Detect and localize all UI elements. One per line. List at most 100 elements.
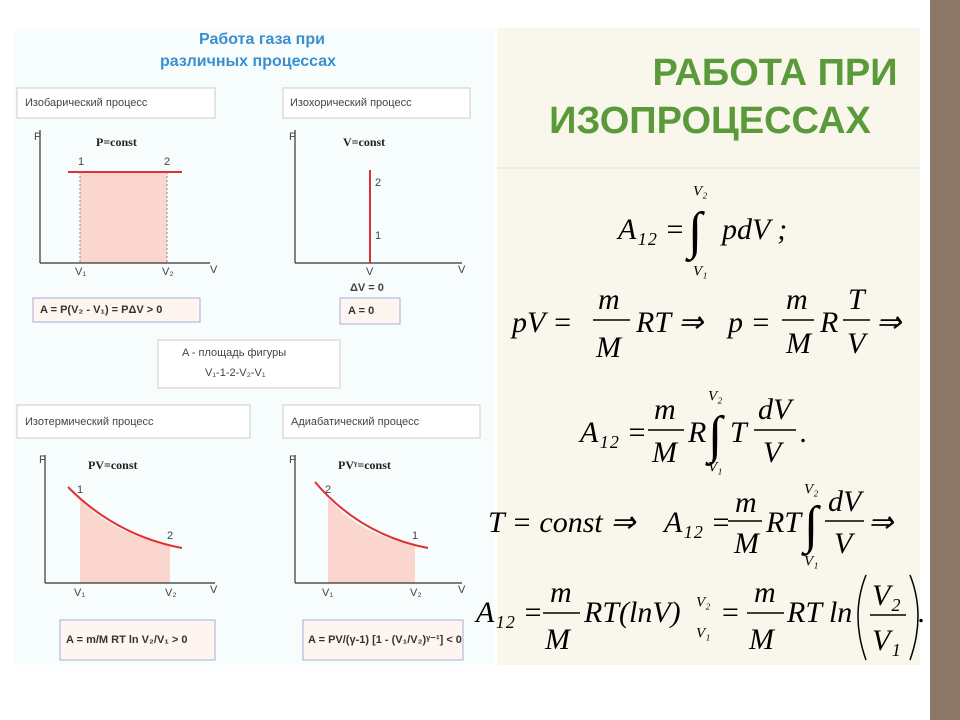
formula-bg [497,28,920,665]
formula-part: RT(lnV) [583,596,681,629]
x-mark: V₂ [165,587,177,599]
axis-label: V [210,264,218,276]
formula-part: A₁₂ = [616,213,685,246]
formula-part: pdV ; [720,213,787,246]
axis-label: P [289,454,296,466]
panel-title-box [16,87,216,119]
numerator: dV [828,485,865,518]
denominator: M [733,527,761,560]
paren [857,574,867,661]
denominator: M [595,331,623,364]
note-box [157,339,341,389]
formula-part: RT [765,506,803,539]
limit: V₁ [708,459,722,475]
formula-part: T [730,416,749,449]
point-label: 2 [325,484,331,496]
denominator: M [544,623,572,656]
law: V=const [343,135,385,149]
denominator: V [834,527,856,560]
point-label: 2 [375,177,381,189]
note: A - площадь фигуры [182,347,286,359]
panel-title: Изотермический процесс [25,416,154,428]
denominator: V₁ [872,624,901,657]
result: A = P(V₂ - V₁) = PΔV > 0 [40,304,162,316]
slide-title: ИЗОПРОЦЕССАХ [549,100,871,142]
formula-part: A₁₂ = [662,506,731,539]
denominator: V [847,327,869,360]
point-label: 1 [78,156,84,168]
result-box [339,297,401,325]
process-line [314,481,429,549]
numerator: m [786,283,808,316]
numerator: dV [758,393,795,426]
numerator: m [654,393,676,426]
figure-title: Работа газа при [199,31,325,48]
denominator: M [785,327,813,360]
formula-part: ⇒ [868,506,895,539]
panel-title: Изобарический процесс [25,97,148,109]
formula-part: RT ⇒ [635,306,705,339]
formula-part: T = const ⇒ [488,506,637,539]
formula-part: = [720,596,740,629]
law: PV=const [88,458,138,472]
x-mark: V₂ [162,266,174,278]
x-mark: V₁ [74,587,85,599]
side-strip [930,0,960,720]
axis-label: P [34,131,41,143]
denominator: M [651,436,679,469]
x-mark: V₁ [75,266,86,278]
result-box [302,619,464,661]
law: P=const [96,135,137,149]
axis-label: P [39,454,46,466]
axis-label: V [458,584,466,596]
process-line [67,486,183,549]
area [80,172,167,263]
point-label: 1 [77,484,83,496]
formula-part: ⇒ [876,306,903,339]
figure-title: различных процессах [160,53,336,70]
area [80,500,170,583]
result-box [32,297,201,323]
formula-part: A₁₂ = [578,416,647,449]
denominator: M [748,623,776,656]
result: A = 0 [348,305,374,317]
formula-part: R [819,306,838,339]
result-box [59,619,216,661]
denominator: V [763,436,785,469]
area [328,498,415,583]
result: A = m/M RT ln V₂/V₁ > 0 [66,634,188,646]
integral: ∫ [801,497,821,556]
formula-part: . [918,596,926,629]
panel-title-box [282,87,471,119]
numerator: m [550,576,572,609]
limit: V₁ [693,263,707,279]
formula-part: pV = [510,306,573,339]
x-mark: V [366,266,374,278]
x-mark: V₁ [322,587,333,599]
axis-label: V [210,584,218,596]
limit: V₂ [708,388,722,404]
result: A = PV/(γ-1) [1 - (V₁/V₂)ᵞ⁻¹] < 0 [308,634,462,646]
formula-part: R [687,416,706,449]
formula-part: . [800,416,808,449]
integral: ∫ [685,203,705,262]
formula-part: RT ln [786,596,852,629]
formula-part: A₁₂ = [474,596,543,629]
numerator: T [848,283,867,316]
formula-part: p = [726,306,771,339]
axis-label: V [458,264,466,276]
law: PVᵞ=const [338,458,391,472]
panel-title-box [282,404,481,439]
limit: V₁ [696,625,710,641]
point-label: 2 [164,156,170,168]
limit: V₁ [804,553,818,569]
slide-title: РАБОТА ПРИ [652,52,897,94]
integral: ∫ [705,407,725,466]
panel-title: Изохорический процесс [290,97,412,109]
note: V₁-1-2-V₂-V₁ [205,367,266,379]
numerator: m [754,576,776,609]
numerator: m [598,283,620,316]
numerator: V₂ [872,579,901,612]
extra: ΔV = 0 [350,282,384,294]
